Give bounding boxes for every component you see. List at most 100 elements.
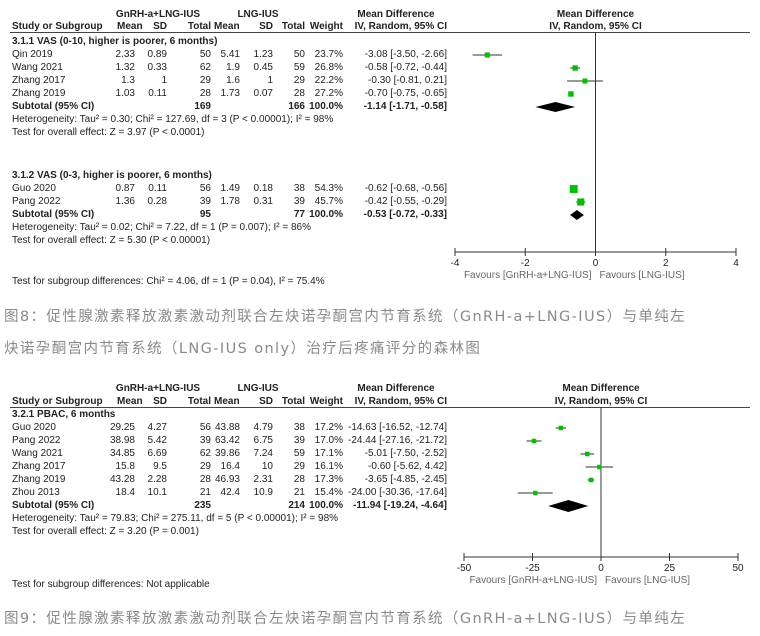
- study-total2: 29: [293, 461, 305, 472]
- study-marker: [597, 464, 602, 470]
- study-ci: -0.58 [-0.72, -0.44]: [364, 62, 447, 73]
- study-mean1: 38.98: [109, 435, 135, 446]
- heterogeneity-stats: Heterogeneity: Tau² = 0.02; Chi² = 7.22,…: [12, 222, 311, 233]
- study-marker: [533, 490, 538, 496]
- study-total1: 62: [199, 448, 211, 459]
- study-marker: [572, 65, 578, 71]
- study-sd2: 10.9: [253, 487, 273, 498]
- study-sd2: 0.45: [253, 62, 273, 73]
- study-marker: [558, 425, 564, 431]
- study-marker: [582, 78, 588, 84]
- figure-8-caption-line-2: 炔诺孕酮宫内节育系统（LNG-IUS only）治疗后疼痛评分的森林图: [4, 341, 482, 357]
- study-marker: [569, 185, 578, 193]
- study-total1: 62: [199, 62, 211, 73]
- study-sd2: 0.18: [253, 183, 273, 194]
- study-weight: 54.3%: [314, 183, 343, 194]
- plot-title: Mean Difference: [562, 383, 640, 394]
- column-header: Weight: [309, 21, 343, 32]
- study-sd1: 5.42: [147, 435, 167, 446]
- study-ci: -0.62 [-0.68, -0.56]: [364, 183, 447, 194]
- figure-9-caption-line-1: 图9：促性腺激素释放激素激动剂联合左炔诺孕酮宫内节育系统（GnRH-a+LNG-…: [4, 611, 687, 627]
- study-total2: 38: [293, 422, 305, 433]
- study-ci: -5.01 [-7.50, -2.52]: [364, 448, 447, 459]
- forest-plot-figure-8: GnRH-a+LNG-IUS LNG-IUS Mean Difference Mean…: [0, 0, 760, 290]
- study-ci: -3.08 [-3.50, -2.66]: [364, 49, 447, 60]
- study-marker: [568, 91, 574, 97]
- study-ci: -24.00 [-30.36, -17.64]: [348, 487, 447, 498]
- study-sd2: 10: [261, 461, 273, 472]
- study-mean1: 0.87: [115, 183, 135, 194]
- study-weight: 22.2%: [314, 75, 343, 86]
- study-sd1: 9.5: [153, 461, 167, 472]
- study-total1: 28: [199, 474, 211, 485]
- study-total2: 21: [293, 487, 305, 498]
- heterogeneity-stats: Heterogeneity: Tau² = 0.30; Chi² = 127.6…: [12, 114, 334, 125]
- study-total1: 29: [199, 461, 211, 472]
- study-sd2: 0.31: [253, 196, 273, 207]
- study-name: Wang 2021: [12, 448, 63, 459]
- study-total1: 21: [199, 487, 211, 498]
- plot-subtitle: IV, Random, 95% CI: [549, 21, 642, 32]
- favours-left-label: Favours [GnRH-a+LNG-IUS]: [469, 575, 597, 586]
- study-total2: 38: [293, 183, 305, 194]
- study-sd2: 6.75: [253, 435, 273, 446]
- study-sd1: 0.33: [147, 62, 167, 73]
- study-mean1: 1.03: [115, 88, 135, 99]
- study-ci: -3.65 [-4.85, -2.45]: [364, 474, 447, 485]
- study-sd1: 1: [161, 75, 167, 86]
- study-mean1: 1.32: [115, 62, 135, 73]
- study-total2: 59: [293, 62, 305, 73]
- study-total1: 28: [199, 88, 211, 99]
- study-weight: 17.1%: [314, 448, 343, 459]
- column-header: Weight: [309, 396, 343, 407]
- study-mean2: 1.73: [220, 88, 240, 99]
- study-sd2: 4.79: [253, 422, 273, 433]
- study-mean2: 42.4: [220, 487, 240, 498]
- subtotal-weight: 100.0%: [309, 209, 343, 220]
- study-name: Zhou 2013: [12, 487, 60, 498]
- study-sd1: 0.89: [147, 49, 167, 60]
- study-mean2: 5.41: [220, 49, 240, 60]
- plot-subtitle: IV, Random, 95% CI: [554, 396, 648, 407]
- column-header: IV, Random, 95% CI: [354, 396, 447, 407]
- study-mean2: 63.42: [214, 435, 240, 446]
- subtotal-total2: 166: [288, 101, 305, 112]
- study-total2: 28: [293, 88, 305, 99]
- study-weight: 45.7%: [314, 196, 343, 207]
- study-sd1: 0.11: [148, 183, 167, 194]
- column-header: Mean: [214, 21, 240, 32]
- x-tick-label: -2: [521, 258, 530, 269]
- study-total2: 39: [293, 196, 305, 207]
- figure-8-caption-line-1: 图8：促性腺激素释放激素激动剂联合左炔诺孕酮宫内节育系统（GnRH-a+LNG-…: [4, 309, 687, 325]
- study-sd2: 7.24: [253, 448, 273, 459]
- summary-diamond: [548, 500, 589, 512]
- header-divider: [10, 32, 750, 33]
- subtotal-ci: -1.14 [-1.71, -0.58]: [363, 101, 447, 112]
- study-name: Zhang 2019: [12, 474, 66, 485]
- study-total1: 56: [199, 422, 211, 433]
- study-name: Guo 2020: [12, 422, 56, 433]
- x-tick-label: -25: [525, 563, 540, 574]
- study-weight: 17.0%: [314, 435, 343, 446]
- column-header: SD: [259, 396, 273, 407]
- study-weight: 27.2%: [314, 88, 343, 99]
- x-tick-label: 50: [732, 563, 744, 574]
- header-divider: [10, 407, 750, 408]
- group1-header: GnRH-a+LNG-IUS: [115, 383, 201, 394]
- column-header: SD: [153, 21, 167, 32]
- study-mean1: 1.3: [121, 75, 135, 86]
- study-sd2: 2.31: [253, 474, 273, 485]
- subgroup-title: 3.1.2 VAS (0-3, higher is poorer, 6 mont…: [12, 170, 212, 181]
- study-name: Qin 2019: [12, 49, 53, 60]
- column-header: Total: [187, 396, 211, 407]
- study-weight: 17.3%: [314, 474, 343, 485]
- subgroup-title: 3.1.1 VAS (0-10, higher is poorer, 6 mon…: [12, 36, 218, 47]
- overall-effect-test: Test for overall effect: Z = 3.97 (P < 0…: [12, 127, 205, 138]
- subtotal-weight: 100.0%: [309, 101, 343, 112]
- study-mean1: 1.36: [115, 196, 135, 207]
- favours-right-label: Favours [LNG-IUS]: [605, 575, 690, 586]
- favours-right-label: Favours [LNG-IUS]: [600, 270, 685, 281]
- study-name: Zhang 2017: [12, 461, 66, 472]
- study-weight: 17.2%: [314, 422, 343, 433]
- study-marker: [577, 198, 585, 206]
